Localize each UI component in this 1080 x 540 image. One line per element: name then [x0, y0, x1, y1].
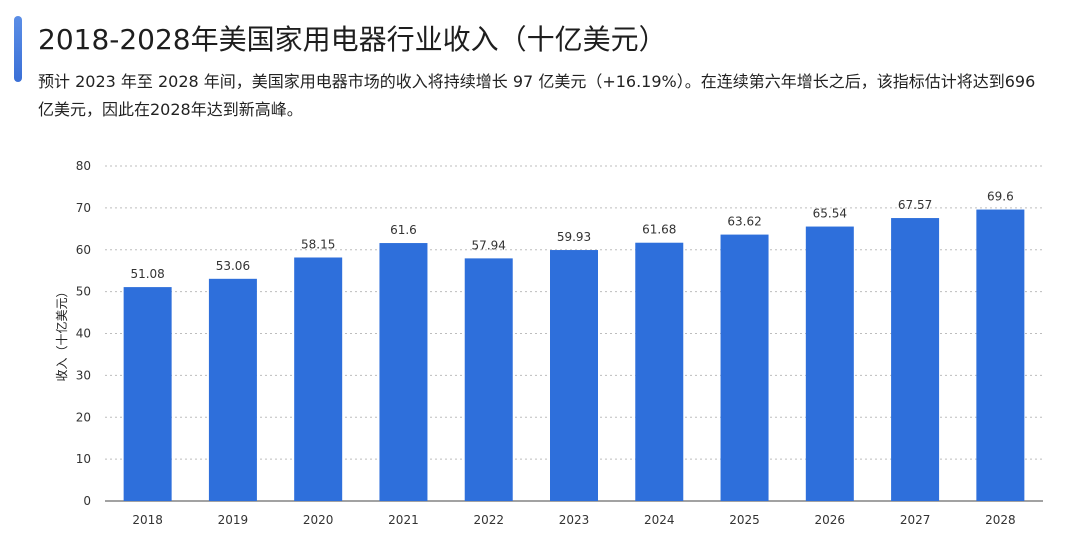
bar-2019[interactable] — [208, 278, 257, 501]
x-tick-label: 2020 — [303, 513, 334, 527]
bar-value-label: 69.6 — [987, 190, 1014, 204]
bar-2018[interactable] — [123, 287, 172, 501]
bar-2028[interactable] — [976, 209, 1025, 502]
page-description: 预计 2023 年至 2028 年间，美国家用电器市场的收入将持续增长 97 亿… — [38, 72, 1036, 119]
y-tick-label: 0 — [83, 494, 91, 508]
bar-value-label: 53.06 — [216, 259, 250, 273]
x-tick-label: 2022 — [473, 513, 504, 527]
y-tick-label: 40 — [76, 327, 91, 341]
x-tick-label: 2025 — [729, 513, 760, 527]
x-tick-label: 2023 — [559, 513, 590, 527]
bar-value-label: 65.54 — [813, 207, 847, 221]
bar-value-label: 61.6 — [390, 223, 417, 237]
x-tick-label: 2026 — [815, 513, 846, 527]
y-tick-label: 70 — [76, 201, 91, 215]
x-tick-label: 2024 — [644, 513, 675, 527]
x-tick-label: 2027 — [900, 513, 931, 527]
y-tick-label: 50 — [76, 285, 91, 299]
y-tick-label: 10 — [76, 452, 91, 466]
bar-2020[interactable] — [294, 257, 343, 501]
bar-2024[interactable] — [635, 242, 684, 501]
title-accent-bar — [14, 16, 22, 82]
bar-value-label: 67.57 — [898, 198, 932, 212]
x-tick-label: 2018 — [132, 513, 163, 527]
bar-2027[interactable] — [891, 218, 940, 501]
bar-2025[interactable] — [720, 234, 769, 501]
x-tick-label: 2028 — [985, 513, 1016, 527]
y-tick-label: 30 — [76, 368, 91, 382]
y-axis-label: 收入（十亿美元） — [54, 285, 69, 381]
x-tick-label: 2021 — [388, 513, 419, 527]
bar-value-label: 58.15 — [301, 237, 335, 251]
x-tick-label: 2019 — [218, 513, 249, 527]
bar-value-label: 61.68 — [642, 223, 676, 237]
bar-2026[interactable] — [805, 226, 854, 501]
bar-value-label: 59.93 — [557, 230, 591, 244]
y-tick-label: 80 — [76, 159, 91, 173]
page-title: 2018-2028年美国家用电器行业收入（十亿美元） — [38, 23, 667, 56]
bar-2021[interactable] — [379, 243, 428, 502]
bar-2022[interactable] — [464, 258, 513, 501]
bar-2023[interactable] — [550, 250, 598, 501]
bar-value-label: 57.94 — [472, 238, 506, 252]
bar-value-label: 51.08 — [130, 267, 164, 281]
y-tick-label: 20 — [76, 410, 91, 424]
bar-value-label: 63.62 — [727, 215, 761, 229]
y-tick-label: 60 — [76, 243, 91, 257]
